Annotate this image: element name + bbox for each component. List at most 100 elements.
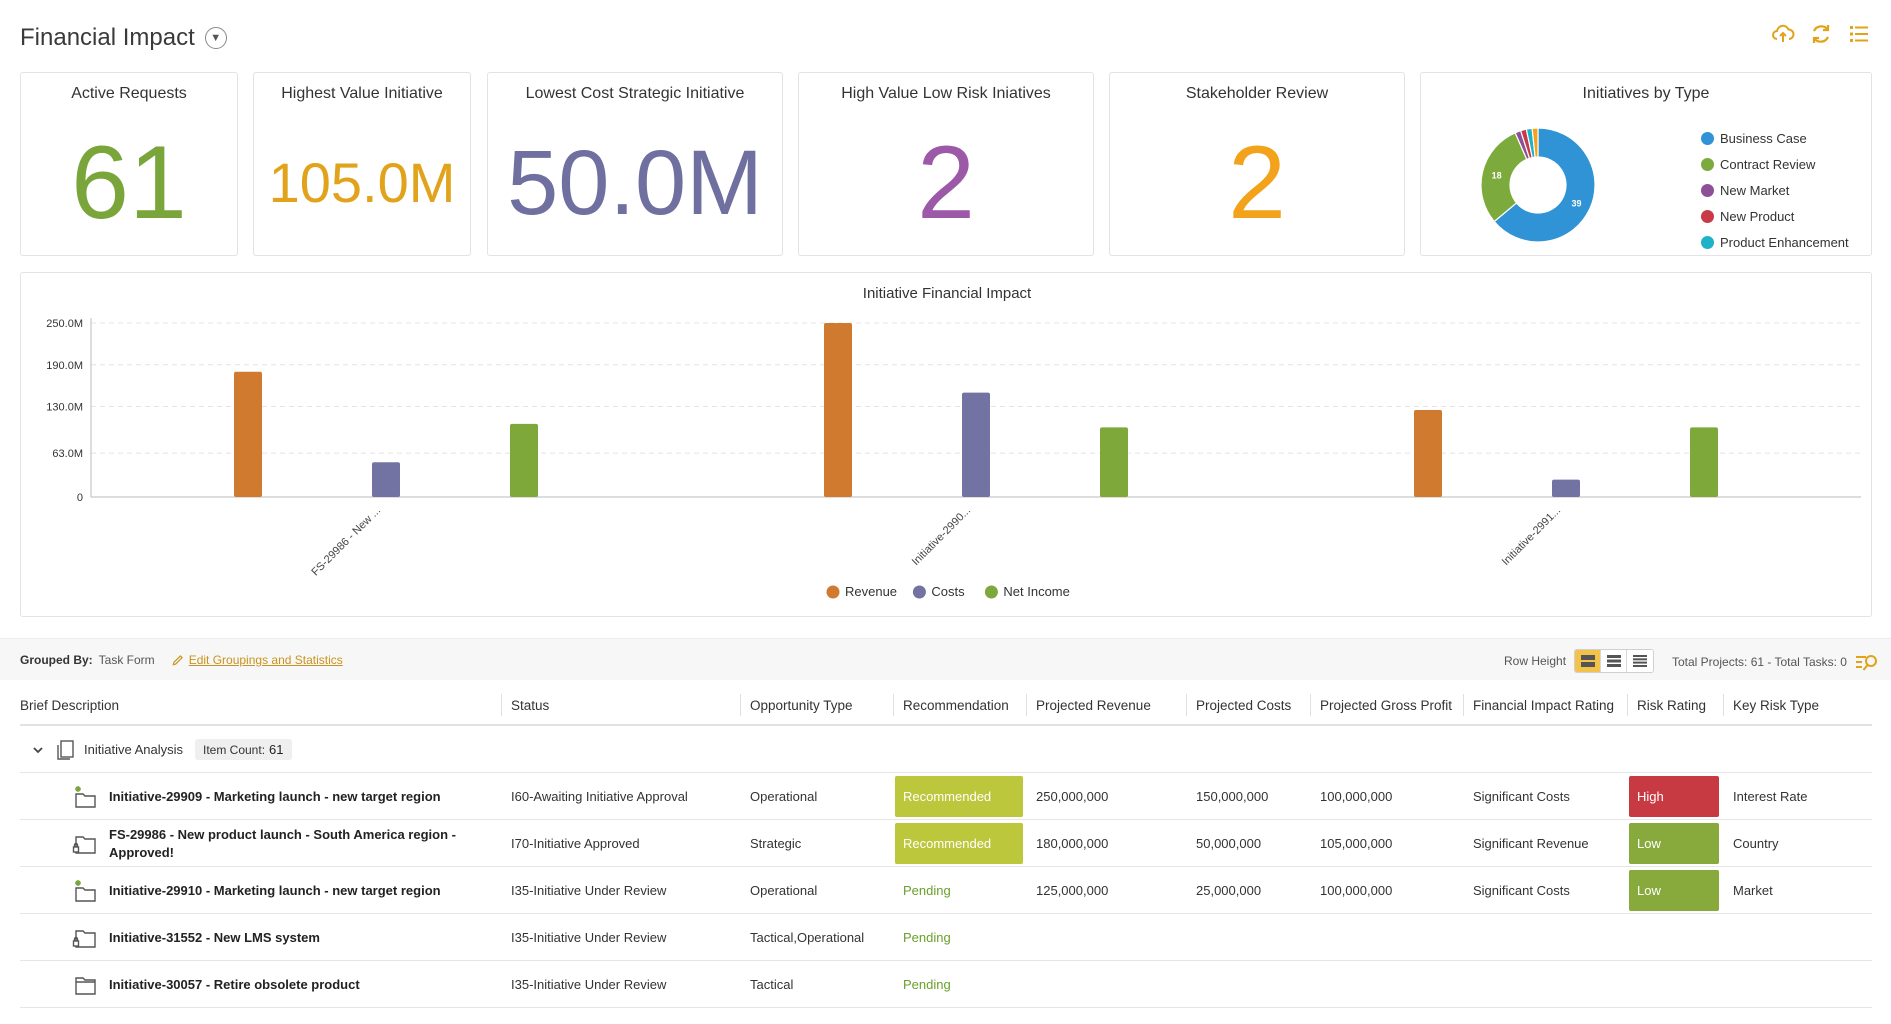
row-height-large-button[interactable] — [1575, 650, 1602, 672]
donut-legend-item[interactable]: New Market — [1701, 177, 1849, 203]
column-header-financial-impact-rating[interactable]: Financial Impact Rating — [1473, 698, 1615, 713]
column-header-projected-gross-profit[interactable]: Projected Gross Profit — [1320, 698, 1453, 713]
bar-chart[interactable]: Initiative Financial Impact 0 63.0M 130.0M 1… — [21, 273, 1873, 618]
column-separator[interactable] — [893, 694, 894, 716]
locked-folder-icon — [72, 914, 98, 961]
kpi-card-active-requests[interactable]: Active Requests 61 — [20, 72, 238, 256]
column-header-risk-rating[interactable]: Risk Rating — [1637, 698, 1707, 713]
donut-legend: Business Case Contract Review New Market Ne… — [1701, 125, 1849, 255]
bar[interactable] — [1690, 427, 1718, 497]
legend-label[interactable]: Net Income — [1003, 584, 1069, 599]
row-key-risk-type: Market — [1733, 883, 1773, 898]
kpi-card-highest-value[interactable]: Highest Value Initiative 105.0M — [253, 72, 471, 256]
column-separator[interactable] — [1723, 694, 1724, 716]
table-row[interactable]: Initiative-29909 - Marketing launch - ne… — [20, 773, 1872, 820]
row-key-risk-type: Interest Rate — [1733, 789, 1808, 804]
bar[interactable] — [234, 371, 262, 497]
row-opportunity-type: Strategic — [750, 836, 802, 851]
column-separator[interactable] — [1310, 694, 1311, 716]
column-separator[interactable] — [740, 694, 741, 716]
donut-slice[interactable] — [1480, 131, 1528, 223]
bar[interactable] — [1414, 410, 1442, 497]
donut-title: Initiatives by Type — [1582, 85, 1710, 102]
legend-label: New Product — [1720, 208, 1795, 224]
column-separator[interactable] — [1627, 694, 1628, 716]
chevron-down-icon[interactable]: ▼ — [204, 27, 227, 49]
bar[interactable] — [372, 462, 400, 497]
item-count-badge: Item Count: 61 — [195, 739, 292, 760]
collapse-chevron-icon[interactable] — [32, 726, 44, 773]
grouped-by: Grouped By: Task Form Edit Groupings and… — [20, 653, 343, 667]
donut-chart[interactable]: 39 18 — [1421, 73, 1873, 257]
search-zoom-icon[interactable] — [1855, 653, 1879, 671]
row-brief-description[interactable]: Initiative-31552 - New LMS system — [109, 929, 320, 945]
table-row[interactable]: Initiative-30057 - Retire obsolete produ… — [20, 961, 1872, 1008]
row-financial-impact-rating: Significant Revenue — [1473, 836, 1589, 851]
kpi-value: 105.0M — [268, 151, 456, 214]
column-separator[interactable] — [1186, 694, 1187, 716]
donut-slice[interactable] — [1531, 127, 1539, 158]
refresh-icon[interactable] — [1809, 22, 1833, 46]
rows-small-icon — [1633, 655, 1648, 667]
row-projected-revenue: 180,000,000 — [1036, 836, 1109, 851]
donut-legend-item[interactable]: Product Enhancement — [1701, 229, 1849, 255]
column-header-opportunity-type[interactable]: Opportunity Type — [750, 698, 853, 713]
column-header-brief-description[interactable]: Brief Description — [20, 698, 120, 713]
row-height-medium-button[interactable] — [1601, 650, 1628, 672]
legend-label[interactable]: Costs — [931, 584, 965, 599]
bar[interactable] — [824, 323, 852, 497]
column-separator[interactable] — [1026, 694, 1027, 716]
donut-legend-item[interactable]: New Product — [1701, 203, 1849, 229]
folder-icon — [72, 961, 98, 1008]
header-toolbar — [1771, 22, 1871, 46]
donut-slice[interactable] — [1493, 127, 1596, 243]
x-tick-label: FS-29986 - New ... — [309, 505, 383, 579]
legend-label: New Market — [1720, 182, 1790, 198]
column-separator[interactable] — [1463, 694, 1464, 716]
table-row[interactable]: Initiative-31552 - New LMS system I35-Ini… — [20, 914, 1872, 961]
cloud-upload-icon[interactable] — [1771, 22, 1795, 46]
legend-dot-icon — [984, 585, 998, 599]
table-row[interactable]: FS-29986 - New product launch - South Am… — [20, 820, 1872, 867]
row-brief-description[interactable]: Initiative-29909 - Marketing launch - ne… — [109, 788, 441, 804]
locked-folder-icon — [72, 820, 98, 867]
column-header-status[interactable]: Status — [511, 698, 550, 713]
column-header-key-risk-type[interactable]: Key Risk Type — [1733, 698, 1820, 713]
bar[interactable] — [1552, 479, 1580, 497]
bar[interactable] — [1100, 427, 1128, 497]
page-header: Financial Impact ▼ — [20, 18, 227, 58]
initiatives-grid: Brief Description Status Opportunity Typ… — [20, 684, 1872, 1008]
recommendation-badge: Recommended — [895, 776, 1023, 817]
legend-dot-icon — [912, 585, 926, 599]
y-tick-label: 190.0M — [46, 360, 83, 372]
bar[interactable] — [510, 423, 538, 497]
column-header-recommendation[interactable]: Recommendation — [903, 698, 1009, 713]
documents-icon — [54, 726, 76, 773]
row-height-small-button[interactable] — [1627, 650, 1654, 672]
legend-label[interactable]: Revenue — [845, 584, 897, 599]
chart-title: Initiative Financial Impact — [863, 285, 1032, 302]
kpi-card-lowest-cost[interactable]: Lowest Cost Strategic Initiative 50.0M — [487, 72, 783, 256]
row-brief-description[interactable]: Initiative-30057 - Retire obsolete produ… — [109, 976, 360, 992]
group-row-initiative-analysis[interactable]: Initiative Analysis Item Count: 61 — [20, 726, 1872, 773]
edit-groupings-text: Edit Groupings and Statistics — [188, 653, 343, 667]
list-icon[interactable] — [1847, 22, 1871, 46]
kpi-card-stakeholder-review[interactable]: Stakeholder Review 2 — [1109, 72, 1405, 256]
column-header-projected-costs[interactable]: Projected Costs — [1196, 698, 1292, 713]
table-row[interactable]: Initiative-29910 - Marketing launch - ne… — [20, 867, 1872, 914]
row-brief-description[interactable]: FS-29986 - New product launch - South Am… — [109, 826, 456, 860]
bar[interactable] — [962, 392, 990, 497]
row-financial-impact-rating: Significant Costs — [1473, 789, 1570, 804]
grid-header: Brief Description Status Opportunity Typ… — [20, 684, 1872, 726]
row-brief-description[interactable]: Initiative-29910 - Marketing launch - ne… — [109, 882, 441, 898]
column-separator[interactable] — [501, 694, 502, 716]
kpi-card-high-value-low-risk[interactable]: High Value Low Risk Iniatives 2 — [798, 72, 1094, 256]
donut-legend-item[interactable]: Contract Review — [1701, 151, 1849, 177]
item-count-value: 61 — [269, 742, 284, 757]
row-status: I60-Awaiting Initiative Approval — [511, 789, 688, 804]
column-header-projected-revenue[interactable]: Projected Revenue — [1036, 698, 1151, 713]
donut-legend-item[interactable]: Business Case — [1701, 125, 1849, 151]
edit-groupings-link[interactable]: Edit Groupings and Statistics — [171, 653, 343, 667]
row-projected-gross-profit: 105,000,000 — [1320, 836, 1393, 851]
grouped-by-label: Grouped By: — [20, 653, 93, 667]
